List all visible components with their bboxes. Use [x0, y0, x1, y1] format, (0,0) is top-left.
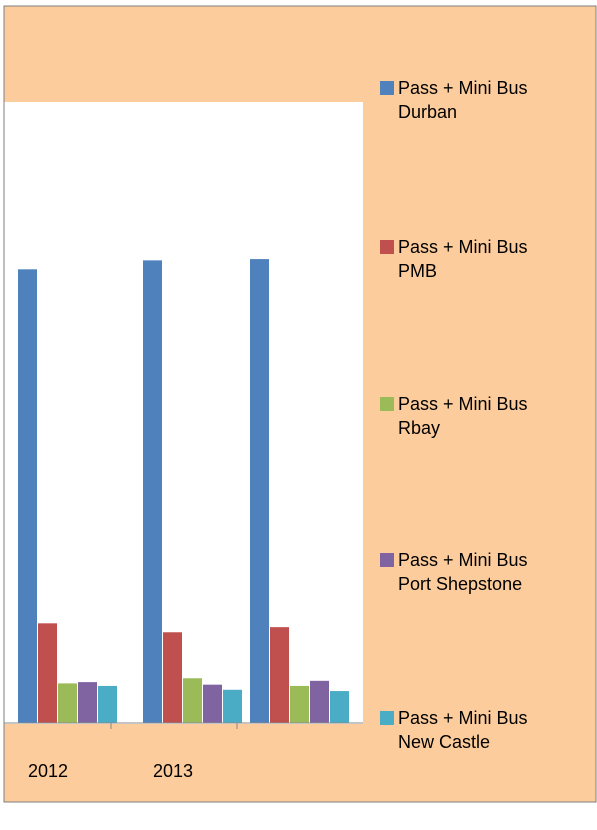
bar-2013-series-2 [163, 632, 182, 723]
legend-swatch-1 [380, 81, 394, 95]
x-tick-label-2013: 2013 [153, 761, 193, 781]
bar-2012-series-2 [38, 623, 57, 723]
bar-group3-series-3 [290, 685, 309, 723]
legend-label-line1-2: Pass + Mini Bus [398, 237, 528, 257]
bar-2013-series-1 [143, 260, 162, 723]
x-axis-ticks: 2012 2013 [28, 723, 238, 781]
legend-label-line1-5: Pass + Mini Bus [398, 708, 528, 728]
legend-label-line1-3: Pass + Mini Bus [398, 394, 528, 414]
bar-2013-series-5 [223, 689, 242, 723]
bar-group3-series-2 [270, 627, 289, 723]
bar-group3-series-5 [330, 691, 349, 723]
plot-area [4, 102, 363, 724]
legend-label-line2-2: PMB [398, 261, 437, 281]
bar-group3-series-1 [250, 259, 269, 723]
legend: Pass + Mini Bus Durban Pass + Mini Bus PMB P… [380, 78, 528, 752]
legend-label-line2-1: Durban [398, 102, 457, 122]
legend-swatch-2 [380, 240, 394, 254]
bar-2012-series-4 [78, 682, 97, 723]
bar-2012-series-1 [18, 269, 37, 723]
legend-label-line2-3: Rbay [398, 418, 440, 438]
legend-swatch-5 [380, 711, 394, 725]
x-tick-label-2012: 2012 [28, 761, 68, 781]
bar-group3-series-4 [310, 680, 329, 723]
bar-2013-series-3 [183, 678, 202, 723]
bar-2013-series-4 [203, 684, 222, 723]
legend-swatch-4 [380, 553, 394, 567]
legend-label-line2-5: New Castle [398, 732, 490, 752]
legend-label-line1-4: Pass + Mini Bus [398, 550, 528, 570]
legend-swatch-3 [380, 397, 394, 411]
legend-label-line1-1: Pass + Mini Bus [398, 78, 528, 98]
legend-label-line2-4: Port Shepstone [398, 574, 522, 594]
bar-2012-series-5 [98, 685, 117, 723]
chart-frame [3, 5, 597, 803]
bar-2012-series-3 [58, 683, 77, 723]
bars [18, 259, 349, 723]
